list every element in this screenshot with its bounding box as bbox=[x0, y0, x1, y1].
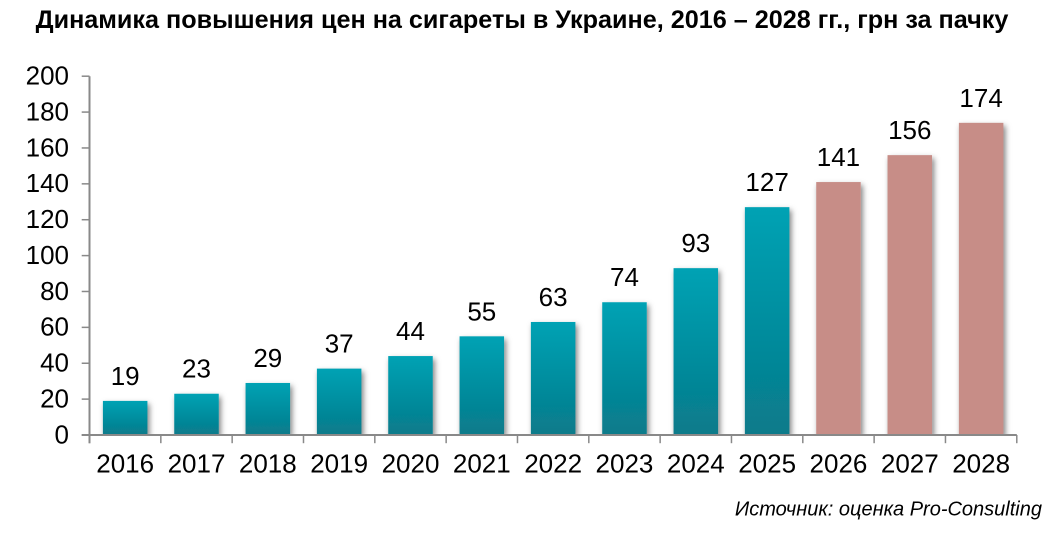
svg-text:2019: 2019 bbox=[310, 449, 368, 479]
svg-text:2016: 2016 bbox=[96, 449, 154, 479]
svg-text:Источник: оценка Pro-Consultin: Источник: оценка Pro-Consulting bbox=[735, 499, 1042, 521]
svg-text:2022: 2022 bbox=[524, 449, 582, 479]
svg-text:180: 180 bbox=[26, 96, 69, 126]
svg-text:55: 55 bbox=[467, 296, 496, 326]
svg-text:2026: 2026 bbox=[810, 449, 868, 479]
svg-text:2020: 2020 bbox=[382, 449, 440, 479]
svg-text:2027: 2027 bbox=[881, 449, 939, 479]
svg-text:2023: 2023 bbox=[596, 449, 654, 479]
svg-text:93: 93 bbox=[681, 228, 710, 258]
svg-text:2024: 2024 bbox=[667, 449, 725, 479]
svg-text:Динамика повышения цен на сига: Динамика повышения цен на сигареты в Укр… bbox=[36, 6, 1009, 34]
svg-text:20: 20 bbox=[40, 383, 69, 413]
svg-text:120: 120 bbox=[26, 204, 69, 234]
svg-text:44: 44 bbox=[396, 316, 425, 346]
svg-text:63: 63 bbox=[539, 282, 568, 312]
svg-text:127: 127 bbox=[745, 167, 788, 197]
svg-text:156: 156 bbox=[888, 115, 931, 145]
svg-text:74: 74 bbox=[610, 262, 639, 292]
svg-text:40: 40 bbox=[40, 348, 69, 378]
svg-text:29: 29 bbox=[253, 343, 282, 373]
svg-text:100: 100 bbox=[26, 240, 69, 270]
svg-text:174: 174 bbox=[959, 83, 1002, 113]
svg-text:200: 200 bbox=[26, 61, 69, 91]
svg-text:140: 140 bbox=[26, 168, 69, 198]
svg-text:19: 19 bbox=[111, 361, 140, 391]
svg-text:60: 60 bbox=[40, 312, 69, 342]
svg-text:2021: 2021 bbox=[453, 449, 511, 479]
svg-text:2017: 2017 bbox=[168, 449, 226, 479]
svg-text:2028: 2028 bbox=[952, 449, 1010, 479]
svg-text:160: 160 bbox=[26, 132, 69, 162]
svg-text:2025: 2025 bbox=[738, 449, 796, 479]
svg-text:2018: 2018 bbox=[239, 449, 297, 479]
svg-text:80: 80 bbox=[40, 276, 69, 306]
svg-text:0: 0 bbox=[55, 419, 69, 449]
svg-text:37: 37 bbox=[325, 329, 354, 359]
svg-text:141: 141 bbox=[817, 142, 860, 172]
svg-text:23: 23 bbox=[182, 354, 211, 384]
